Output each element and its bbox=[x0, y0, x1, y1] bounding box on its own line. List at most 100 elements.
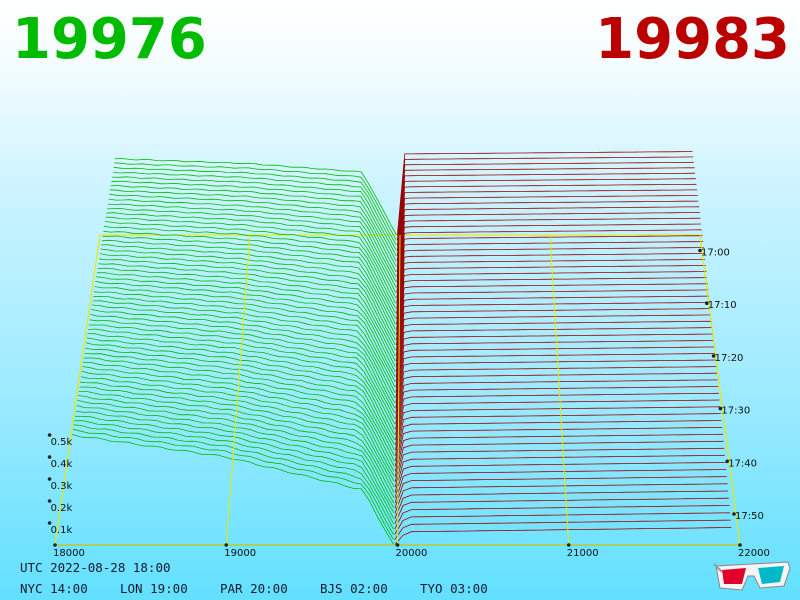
ask-depth-line bbox=[394, 490, 729, 519]
ask-depth-line bbox=[396, 178, 696, 262]
time-tick-dot bbox=[718, 406, 723, 411]
bid-depth-line bbox=[106, 208, 397, 293]
bid-depth-line bbox=[71, 434, 394, 545]
ask-depth-line bbox=[394, 462, 726, 498]
grid-line bbox=[397, 234, 401, 546]
ask-depth-line bbox=[394, 483, 728, 514]
bid-depth-line bbox=[112, 176, 397, 257]
bid-depth-line bbox=[105, 216, 397, 304]
ask-depth-line bbox=[395, 340, 714, 404]
ask-depth-line bbox=[397, 161, 694, 246]
ask-depth-line bbox=[396, 229, 702, 309]
ask-depth-line bbox=[394, 454, 725, 493]
bid-depth-line bbox=[109, 189, 397, 272]
bid-depth-line bbox=[114, 162, 397, 241]
ask-depth-line bbox=[395, 359, 716, 419]
time-tick-dot bbox=[698, 248, 702, 253]
ask-depth-line bbox=[395, 301, 710, 372]
time-tick-dot bbox=[711, 354, 716, 358]
ask-depth-line bbox=[395, 386, 719, 440]
ask-depth-line bbox=[396, 277, 708, 351]
ask-depth-line bbox=[395, 289, 709, 362]
grid-line bbox=[699, 234, 741, 546]
x-tick-label: 18000 bbox=[53, 548, 85, 559]
x-tick-dot bbox=[224, 543, 229, 547]
depth-tick-label: 0.1k bbox=[51, 525, 73, 536]
bid-depth-line bbox=[104, 221, 397, 309]
ask-depth-line bbox=[396, 167, 695, 251]
ask-depth-line bbox=[395, 379, 718, 435]
ask-depth-line bbox=[396, 235, 703, 314]
bid-depth-line bbox=[112, 171, 397, 251]
ask-depth-line bbox=[396, 200, 699, 283]
time-tick-label: 17:50 bbox=[735, 511, 764, 522]
ask-depth-line bbox=[397, 151, 693, 236]
x-tick-dot bbox=[566, 543, 571, 547]
ask-depth-line bbox=[396, 241, 704, 320]
3d-glasses-icon[interactable] bbox=[712, 558, 794, 596]
zone-nyc: NYC 14:00 bbox=[20, 581, 88, 596]
bid-price: 19976 bbox=[12, 7, 207, 72]
ask-depth-line bbox=[395, 314, 712, 383]
depth-tick-dot bbox=[47, 499, 52, 503]
ask-depth-line bbox=[395, 413, 721, 461]
ask-depth-line bbox=[395, 320, 712, 388]
ask-depth-line bbox=[394, 497, 729, 525]
x-tick-label: 20000 bbox=[396, 548, 428, 559]
ask-depth-line bbox=[395, 308, 711, 377]
zone-tyo: TYO 03:00 bbox=[420, 581, 488, 596]
depth-tick-dot bbox=[47, 455, 52, 459]
depth-tick-label: 0.3k bbox=[51, 481, 73, 492]
x-tick-label: 22000 bbox=[738, 548, 770, 559]
grid-line bbox=[54, 234, 101, 546]
ask-depth-line bbox=[395, 366, 717, 425]
x-tick-dot bbox=[738, 543, 742, 547]
depth-tick-label: 0.5k bbox=[51, 437, 73, 448]
ask-depth-line bbox=[396, 271, 707, 346]
ask-depth-line bbox=[395, 372, 717, 430]
ask-depth-line bbox=[394, 420, 722, 467]
ask-depth-line bbox=[395, 327, 713, 393]
ask-depth-line bbox=[394, 512, 731, 535]
time-tick-label: 17:20 bbox=[715, 353, 744, 364]
grid-line bbox=[549, 234, 570, 546]
time-tick-label: 17:30 bbox=[721, 406, 750, 417]
bid-depth-line bbox=[107, 203, 397, 288]
ask-depth-line bbox=[397, 156, 694, 241]
ask-depth-line bbox=[396, 253, 705, 330]
chart-axes: 18000 19000 20000 21000 22000 0.1k 0.2k 0.3k 0.4… bbox=[47, 248, 770, 559]
ask-depth-line bbox=[396, 217, 701, 299]
ask-depth-line bbox=[394, 433, 723, 477]
ask-price: 19983 bbox=[595, 7, 790, 72]
grid-line bbox=[225, 234, 251, 546]
ask-depth-line bbox=[394, 440, 724, 482]
bid-depth-line bbox=[109, 193, 397, 277]
depth-tick-dot bbox=[47, 477, 52, 481]
bid-depth-line bbox=[106, 212, 397, 299]
x-tick-label: 21000 bbox=[567, 548, 599, 559]
depth-tick-dot bbox=[47, 521, 52, 525]
zone-lon: LON 19:00 bbox=[120, 581, 188, 596]
depth-tick-label: 0.4k bbox=[51, 459, 73, 470]
time-tick-dot bbox=[705, 301, 709, 306]
ask-depth-line bbox=[395, 353, 715, 414]
time-tick-dot bbox=[725, 459, 729, 464]
ask-depth-line bbox=[396, 259, 705, 335]
ask-depth-line bbox=[396, 212, 700, 293]
time-tick-label: 17:10 bbox=[708, 300, 737, 311]
x-tick-dot bbox=[53, 543, 57, 547]
bid-depth-line bbox=[108, 198, 397, 282]
ask-depth-line bbox=[394, 476, 727, 509]
ask-depth-line bbox=[396, 206, 700, 288]
chart-series bbox=[71, 151, 732, 546]
bid-depth-line bbox=[111, 180, 397, 262]
depth-tick-label: 0.2k bbox=[51, 503, 73, 514]
bid-depth-line bbox=[72, 428, 394, 540]
bid-depth-line bbox=[110, 185, 397, 267]
utc-time: UTC 2022-08-28 18:00 bbox=[20, 560, 171, 575]
ask-depth-line bbox=[395, 346, 715, 409]
ask-depth-line bbox=[395, 295, 710, 367]
ask-depth-line bbox=[394, 505, 730, 530]
time-tick-label: 17:40 bbox=[728, 458, 757, 469]
